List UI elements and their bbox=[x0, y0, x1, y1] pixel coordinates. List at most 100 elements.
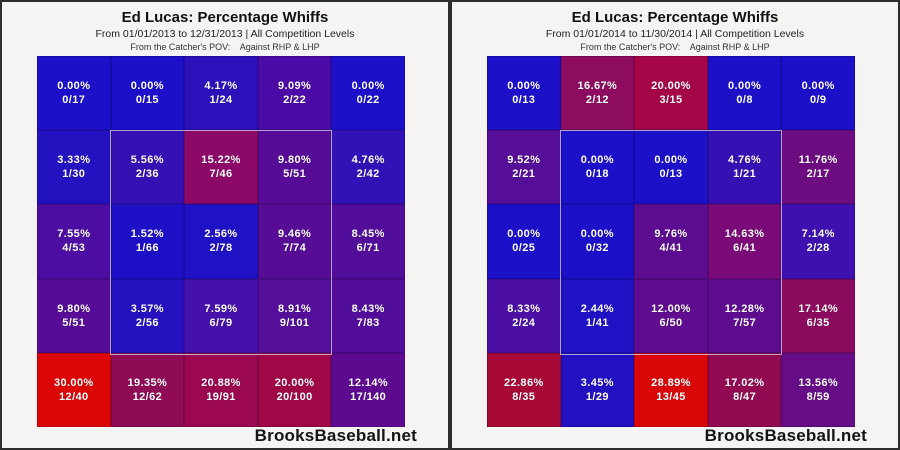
cell-whiff-percent: 13.56% bbox=[798, 376, 839, 389]
cell-whiff-percent: 0.00% bbox=[727, 80, 762, 93]
heatmap-cell: 0.00% 0/9 bbox=[781, 56, 855, 131]
cell-whiff-percent: 8.33% bbox=[507, 302, 541, 315]
cell-whiff-percent: 14.63% bbox=[724, 228, 765, 241]
cell-whiff-fraction: 2/28 bbox=[806, 242, 830, 255]
cell-whiff-fraction: 0/13 bbox=[512, 94, 536, 107]
heatmap-cell: 28.89% 13/45 bbox=[634, 352, 708, 427]
cell-whiff-percent: 8.43% bbox=[351, 302, 385, 315]
cell-whiff-percent: 0.00% bbox=[130, 80, 164, 93]
cell-whiff-fraction: 2/21 bbox=[512, 168, 536, 181]
cell-whiff-percent: 1.52% bbox=[130, 228, 164, 241]
heatmap-cell: 0.00% 0/32 bbox=[560, 204, 635, 279]
cell-whiff-percent: 2.44% bbox=[580, 302, 614, 315]
cell-whiff-fraction: 0/9 bbox=[809, 94, 827, 107]
cell-whiff-percent: 12.00% bbox=[651, 302, 691, 315]
cell-whiff-fraction: 6/50 bbox=[659, 316, 683, 329]
cell-whiff-fraction: 2/17 bbox=[806, 168, 830, 181]
cell-whiff-fraction: 3/15 bbox=[659, 94, 683, 107]
cell-whiff-percent: 9.80% bbox=[57, 302, 91, 315]
cell-whiff-fraction: 20/100 bbox=[276, 390, 313, 403]
heatmap-cell: 14.63% 6/41 bbox=[707, 204, 782, 279]
chart-title: Ed Lucas: Percentage Whiffs bbox=[571, 9, 779, 26]
heatmap-cell: 12.00% 6/50 bbox=[634, 278, 708, 353]
cell-whiff-percent: 19.35% bbox=[127, 376, 168, 389]
cell-whiff-percent: 11.76% bbox=[798, 154, 838, 167]
cell-whiff-fraction: 2/56 bbox=[135, 316, 159, 329]
heatmap-cell: 2.44% 1/41 bbox=[560, 278, 635, 353]
heatmap-cell: 3.33% 1/30 bbox=[37, 130, 111, 205]
heatmap-cell: 17.14% 6/35 bbox=[781, 278, 855, 353]
cell-whiff-fraction: 6/41 bbox=[733, 242, 757, 255]
cell-whiff-fraction: 7/46 bbox=[209, 168, 233, 181]
cell-whiff-percent: 9.52% bbox=[507, 154, 541, 167]
heatmap-cell: 11.76% 2/17 bbox=[781, 130, 855, 205]
cell-whiff-fraction: 0/18 bbox=[585, 168, 609, 181]
heatmap-cell: 5.56% 2/36 bbox=[110, 130, 185, 205]
heatmap-cell: 0.00% 0/13 bbox=[634, 130, 708, 205]
brooksbaseball-watermark: BrooksBaseball.net bbox=[254, 426, 417, 445]
cell-whiff-percent: 20.00% bbox=[651, 80, 691, 93]
cell-whiff-percent: 17.14% bbox=[798, 302, 839, 315]
heatmap-cell: 8.45% 6/71 bbox=[331, 204, 405, 279]
heatmap-cell: 0.00% 0/8 bbox=[707, 56, 782, 131]
cell-whiff-percent: 0.00% bbox=[580, 154, 614, 167]
cell-whiff-percent: 2.56% bbox=[204, 228, 238, 241]
heatmap-cell: 1.52% 1/66 bbox=[110, 204, 185, 279]
heatmap-cell: 0.00% 0/22 bbox=[331, 56, 405, 131]
cell-whiff-fraction: 5/51 bbox=[62, 316, 86, 329]
cell-whiff-fraction: 0/13 bbox=[659, 168, 683, 181]
cell-whiff-percent: 3.33% bbox=[57, 154, 91, 167]
heatmap-panel-2014: Ed Lucas: Percentage Whiffs From 01/01/2… bbox=[450, 0, 900, 450]
brooksbaseball-watermark: BrooksBaseball.net bbox=[704, 426, 867, 445]
cell-whiff-fraction: 6/35 bbox=[806, 316, 830, 329]
heatmap-cell: 2.56% 2/78 bbox=[184, 204, 258, 279]
cell-whiff-percent: 30.00% bbox=[53, 376, 94, 389]
cell-whiff-percent: 3.45% bbox=[580, 376, 614, 389]
heatmap-cell: 4.76% 1/21 bbox=[707, 130, 782, 205]
cell-whiff-percent: 16.67% bbox=[577, 80, 618, 93]
cell-whiff-percent: 9.76% bbox=[654, 228, 688, 241]
cell-whiff-percent: 28.89% bbox=[651, 376, 691, 389]
heatmap-cell: 12.14% 17/140 bbox=[331, 352, 405, 427]
heatmap-cell: 13.56% 8/59 bbox=[781, 352, 855, 427]
cell-whiff-fraction: 2/24 bbox=[512, 316, 536, 329]
cell-whiff-fraction: 0/32 bbox=[585, 242, 609, 255]
cell-whiff-fraction: 0/25 bbox=[512, 242, 536, 255]
cell-whiff-percent: 0.00% bbox=[580, 228, 614, 241]
heatmap-cell: 9.46% 7/74 bbox=[257, 204, 332, 279]
heatmap-cell: 8.43% 7/83 bbox=[331, 278, 405, 353]
cell-whiff-percent: 4.76% bbox=[351, 154, 385, 167]
cell-whiff-fraction: 0/8 bbox=[736, 94, 753, 107]
heatmap-cell: 20.00% 3/15 bbox=[634, 56, 708, 131]
cell-whiff-percent: 20.00% bbox=[274, 376, 315, 389]
cell-whiff-percent: 9.09% bbox=[277, 80, 312, 93]
panel-header: Ed Lucas: Percentage Whiffs From 01/01/2… bbox=[2, 9, 448, 52]
cell-whiff-percent: 20.88% bbox=[201, 376, 241, 389]
heatmap-cell: 19.35% 12/62 bbox=[110, 352, 185, 427]
cell-whiff-fraction: 2/78 bbox=[209, 242, 233, 255]
cell-whiff-percent: 12.14% bbox=[348, 376, 389, 389]
cell-whiff-fraction: 6/79 bbox=[209, 316, 233, 329]
cell-whiff-fraction: 4/41 bbox=[659, 242, 683, 255]
heatmap-cell: 7.14% 2/28 bbox=[781, 204, 855, 279]
heatmap-cell: 12.28% 7/57 bbox=[707, 278, 782, 353]
cell-whiff-fraction: 1/41 bbox=[585, 316, 609, 329]
cell-whiff-fraction: 1/30 bbox=[62, 168, 86, 181]
cell-whiff-fraction: 0/17 bbox=[62, 94, 86, 107]
cell-whiff-fraction: 8/59 bbox=[806, 390, 830, 403]
heatmap-cell: 15.22% 7/46 bbox=[184, 130, 258, 205]
cell-whiff-percent: 15.22% bbox=[201, 154, 241, 167]
heatmap-cell: 8.91% 9/101 bbox=[257, 278, 332, 353]
whiff-heatmap-grid: 0.00% 0/13 16.67% 2/12 20.00% 3/15 0.00% 0/8 0.0… bbox=[487, 56, 855, 427]
heatmap-cell: 0.00% 0/15 bbox=[110, 56, 185, 131]
panel-header: Ed Lucas: Percentage Whiffs From 01/01/2… bbox=[452, 9, 898, 52]
heatmap-cell: 4.17% 1/24 bbox=[184, 56, 258, 131]
cell-whiff-percent: 9.80% bbox=[277, 154, 312, 167]
cell-whiff-fraction: 0/15 bbox=[135, 94, 159, 107]
heatmap-cell: 7.59% 6/79 bbox=[184, 278, 258, 353]
heatmap-cell: 9.76% 4/41 bbox=[634, 204, 708, 279]
cell-whiff-fraction: 0/22 bbox=[356, 94, 380, 107]
cell-whiff-fraction: 2/12 bbox=[585, 94, 609, 107]
heatmap-cell: 7.55% 4/53 bbox=[37, 204, 111, 279]
